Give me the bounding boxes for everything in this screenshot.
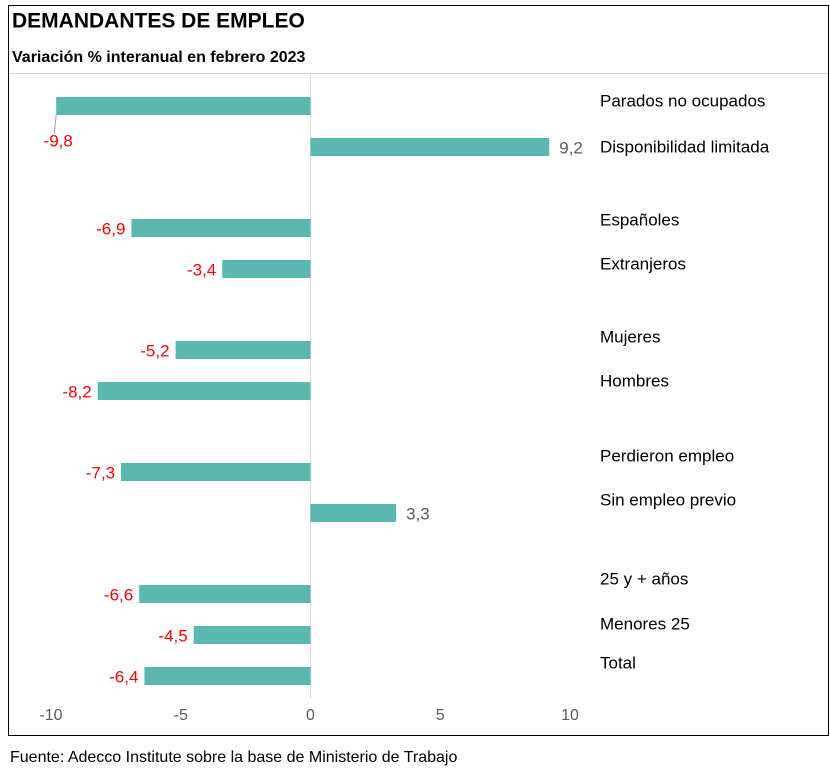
chart-subtitle: Variación % interanual en febrero 2023 (12, 49, 306, 66)
category-label: Perdieron empleo (600, 446, 734, 465)
bar (131, 219, 311, 237)
category-label: Españoles (600, 210, 679, 229)
bar (139, 585, 311, 603)
bar (56, 97, 311, 115)
x-tick-label: 10 (561, 707, 579, 724)
value-label: -6,9 (96, 219, 125, 238)
value-label: -9,8 (44, 131, 73, 150)
value-label: -8,2 (62, 382, 91, 401)
value-label: -6,6 (104, 585, 133, 604)
bar (144, 667, 311, 685)
x-tick-label: 0 (306, 707, 315, 724)
source: Fuente: Adecco Institute sobre la base d… (10, 749, 457, 766)
frame (8, 5, 829, 736)
value-label: -5,2 (140, 341, 169, 360)
bar (175, 341, 311, 359)
category-label: Disponibilidad limitada (600, 137, 770, 156)
category-label: Hombres (600, 371, 669, 390)
category-label: Menores 25 (600, 614, 690, 633)
category-label: Total (600, 653, 636, 672)
bar (193, 626, 311, 644)
category-label: Mujeres (600, 327, 660, 346)
leader-line (53, 114, 57, 135)
category-label: Parados no ocupados (600, 91, 765, 110)
value-label: 9,2 (559, 138, 583, 157)
x-tick-label: -10 (39, 707, 62, 724)
bar (310, 138, 550, 156)
value-label: 3,3 (406, 504, 430, 523)
category-label: 25 y + años (600, 569, 688, 588)
chart-title: DEMANDANTES DE EMPLEO (12, 10, 305, 33)
value-label: -4,5 (158, 626, 187, 645)
x-tick-label: 5 (436, 707, 445, 724)
category-label: Sin empleo previo (600, 490, 736, 509)
bar (222, 260, 311, 278)
value-label: -7,3 (86, 463, 115, 482)
bar (97, 382, 311, 400)
bar (121, 463, 311, 481)
x-tick-label: -5 (174, 707, 188, 724)
value-label: -3,4 (187, 260, 216, 279)
category-label: Extranjeros (600, 254, 686, 273)
value-label: -6,4 (109, 667, 138, 686)
bar (310, 504, 397, 522)
